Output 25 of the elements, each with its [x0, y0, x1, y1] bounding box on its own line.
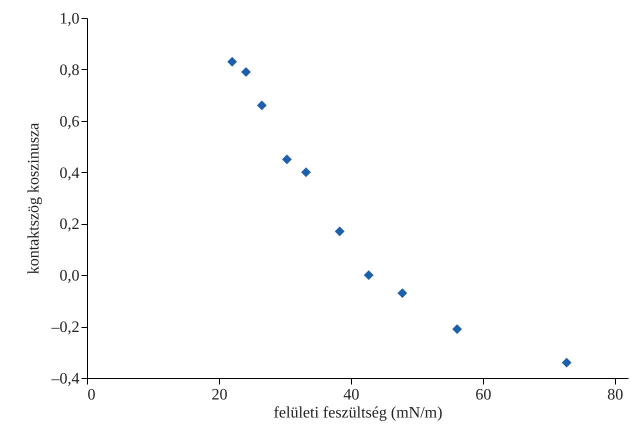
- y-axis-title: kontaktszög koszinusza: [26, 122, 42, 274]
- point: [334, 226, 345, 236]
- x-tick-label: 80: [607, 386, 624, 404]
- y-tick-label: 0,6: [60, 113, 80, 130]
- x-tick-label: 60: [475, 386, 492, 404]
- point: [452, 324, 462, 334]
- y-tick-label: –0,4: [50, 370, 80, 388]
- y-tick-label: 0,2: [60, 216, 80, 234]
- point: [282, 154, 292, 164]
- point: [256, 100, 267, 110]
- point: [364, 270, 374, 280]
- point: [241, 67, 251, 77]
- point: [227, 56, 238, 67]
- point: [562, 358, 572, 368]
- y-tick-label: –0,2: [50, 319, 80, 336]
- x-tick-label: 20: [211, 386, 228, 404]
- x-tick-label: 40: [343, 386, 360, 404]
- y-tick-label: 0,8: [60, 62, 80, 79]
- x-axis-title: felületi feszültség (mN/m): [274, 404, 442, 422]
- y-tick-label: 0,0: [60, 268, 80, 285]
- y-tick-label: 1,0: [60, 10, 80, 28]
- point: [397, 288, 408, 298]
- point: [301, 167, 311, 178]
- y-tick-label: 0,4: [60, 164, 80, 182]
- x-tick-label: 0: [88, 386, 96, 404]
